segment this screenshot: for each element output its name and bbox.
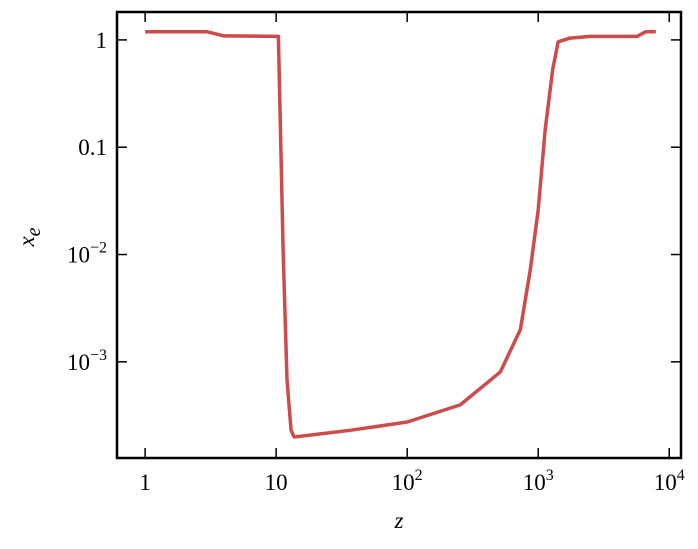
y-tick-label: 1 xyxy=(96,28,108,53)
y-tick-label: 10−3 xyxy=(67,347,107,375)
x-tick-label: 102 xyxy=(392,467,423,495)
x-tick-label: 103 xyxy=(523,467,554,495)
x-tick-label: 104 xyxy=(654,467,685,495)
y-tick-label: 10−2 xyxy=(67,240,107,268)
plot-frame xyxy=(115,10,683,460)
x-tick-label: 10 xyxy=(265,470,288,495)
y-axis-label: xe xyxy=(14,227,45,247)
data-line xyxy=(145,30,656,439)
y-tick-label: 0.1 xyxy=(78,135,107,160)
x-tick-label: 1 xyxy=(139,470,151,495)
x-axis-label: z xyxy=(394,508,404,533)
